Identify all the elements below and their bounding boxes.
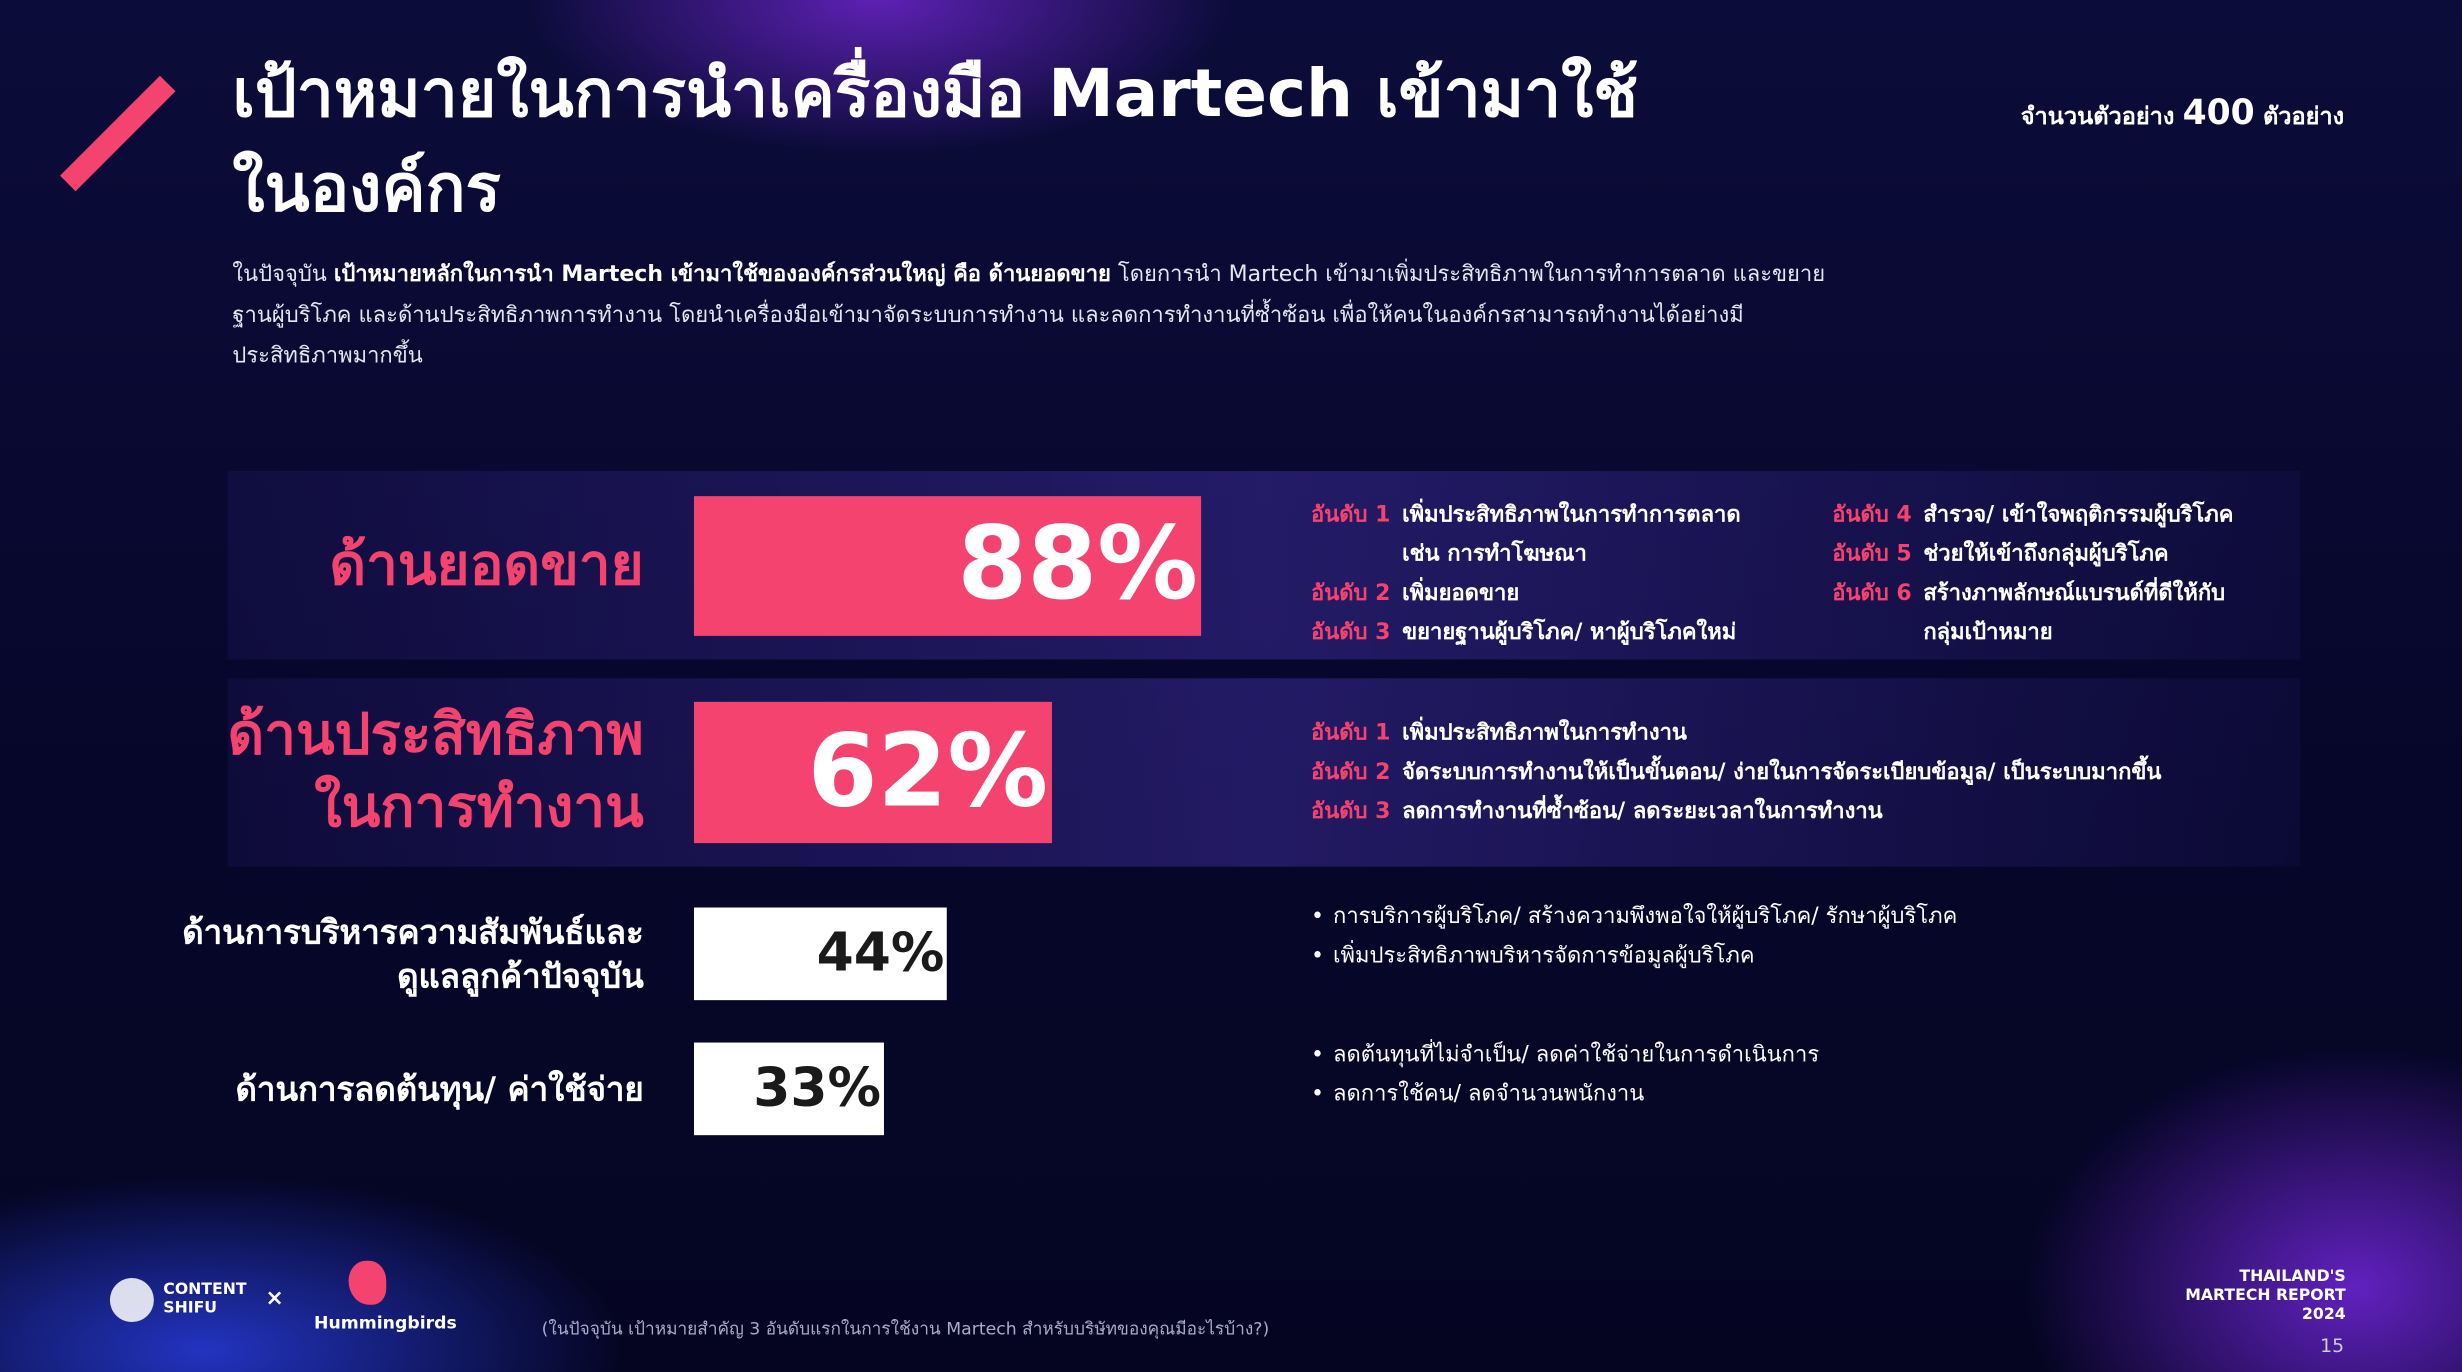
detail-text: ลดการใช้คน/ ลดจำนวนพนักงาน — [1333, 1081, 1645, 1107]
intro-segment: เป้าหมายหลักในการนำ Martech เข้ามาใช้ของ… — [333, 262, 1111, 288]
logo-separator: × — [265, 1285, 284, 1312]
bullet: • — [1311, 904, 1325, 930]
detail-rank: อันดับ 1 — [1311, 720, 1391, 746]
page-number: 15 — [2320, 1334, 2345, 1357]
logo-content-shifu: CONTENT SHIFU — [163, 1281, 247, 1318]
detail-text: เพิ่มประสิทธิภาพในการทำงาน — [1402, 720, 1687, 746]
report-name: THAILAND'S MARTECH REPORT 2024 — [2185, 1268, 2346, 1324]
detail-rank: อันดับ 4 — [1832, 502, 1912, 528]
bar — [693, 1042, 885, 1136]
detail-rank: อันดับ 1 — [1311, 502, 1391, 528]
value-label: 44% — [816, 921, 945, 985]
sample-suffix: ตัวอย่าง — [2262, 102, 2345, 131]
detail-text: การบริการผู้บริโภค/ สร้างความพึงพอใจให้ผ… — [1333, 904, 1958, 930]
bullet: • — [1311, 1081, 1325, 1107]
detail-item: อันดับ 1 เพิ่มประสิทธิภาพในการทำงาน — [1311, 714, 2161, 753]
detail-item: อันดับ 2 เพิ่มยอดขาย — [1311, 575, 1741, 614]
detail-text: ลดต้นทุนที่ไม่จำเป็น/ ลดค่าใช้จ่ายในการด… — [1333, 1042, 1820, 1068]
logo-icon — [109, 1278, 154, 1323]
detail-rank: อันดับ 6 — [1832, 580, 1912, 607]
logo-hummingbirds: Hummingbirds — [314, 1312, 457, 1334]
detail-item: อันดับ 2 จัดระบบการทำงานให้เป็นขั้นตอน/ ง… — [1311, 754, 2161, 793]
detail-list: อันดับ 1 เพิ่มประสิทธิภาพในการทำงาน อันดับ… — [1311, 714, 2161, 832]
detail-item: อันดับ 1 เพิ่มประสิทธิภาพในการทำการตลาด เ… — [1311, 496, 1741, 575]
detail-item: อันดับ 6 สร้างภาพลักษณ์แบรนด์ที่ดีให้กับ … — [1832, 575, 2233, 654]
detail-rank: อันดับ 2 — [1311, 580, 1391, 607]
detail-text: ช่วยให้เข้าถึงกลุ่มผู้บริโภค — [1923, 541, 2169, 567]
value-label: 62% — [807, 714, 1049, 831]
title: เป้าหมายในการนำเครื่องมือ Martech เข้ามา… — [232, 54, 1639, 227]
detail-text: เพิ่มประสิทธิภาพในการทำการตลาด เช่น การท… — [1402, 502, 1741, 567]
intro-segment: ในปัจจุบัน — [232, 262, 334, 288]
detail-text: สำรวจ/ เข้าใจพฤติกรรมผู้บริโภค — [1923, 502, 2234, 528]
detail-text: ลดการทำงานที่ซ้ำซ้อน/ ลดระยะเวลาในการทำง… — [1402, 799, 1883, 825]
category-label: ด้านการลดต้นทุน/ ค่าใช้จ่าย — [235, 1070, 644, 1108]
detail-item: • การบริการผู้บริโภค/ สร้างความพึงพอใจให้… — [1311, 898, 1957, 937]
detail-item: อันดับ 3 ลดการทำงานที่ซ้ำซ้อน/ ลดระยะเวลา… — [1311, 793, 2161, 832]
detail-rank: อันดับ 5 — [1832, 541, 1912, 567]
category-label: ด้านยอดขาย — [329, 533, 644, 598]
detail-text: เพิ่มยอดขาย — [1402, 580, 1520, 607]
bar — [693, 496, 1202, 636]
detail-list: อันดับ 1 เพิ่มประสิทธิภาพในการทำการตลาด เ… — [1311, 496, 1741, 653]
detail-item: • เพิ่มประสิทธิภาพบริหารจัดการข้อมูลผู้บร… — [1311, 937, 1957, 976]
detail-rank: อันดับ 3 — [1311, 620, 1391, 646]
value-label: 88% — [957, 507, 1198, 624]
detail-item: อันดับ 3 ขยายฐานผู้บริโภค/ หาผู้บริโภคใหม… — [1311, 614, 1741, 653]
row-band — [227, 471, 2301, 660]
sample-size: จำนวนตัวอย่าง 400 ตัวอย่าง — [2021, 94, 2344, 135]
detail-rank: อันดับ 2 — [1311, 759, 1391, 786]
bullet: • — [1311, 1042, 1325, 1068]
category-label: ด้านการบริหารความสัมพันธ์และ ดูแลลูกค้าป… — [182, 913, 644, 995]
detail-item: • ลดการใช้คน/ ลดจำนวนพนักงาน — [1311, 1076, 1819, 1115]
row-band — [227, 678, 2301, 867]
category-label: ด้านประสิทธิภาพ ในการทำงาน — [227, 703, 644, 841]
detail-item: อันดับ 5 ช่วยให้เข้าถึงกลุ่มผู้บริโภค — [1832, 535, 2233, 574]
intro: ในปัจจุบัน เป้าหมายหลักในการนำ Martech เ… — [232, 254, 1849, 376]
sample-number: 400 — [2182, 94, 2255, 134]
detail-list: อันดับ 4 สำรวจ/ เข้าใจพฤติกรรมผู้บริโภค อั… — [1832, 496, 2233, 653]
bar — [693, 907, 948, 1001]
detail-text: จัดระบบการทำงานให้เป็นขั้นตอน/ ง่ายในการ… — [1402, 759, 2162, 786]
value-label: 33% — [753, 1056, 881, 1120]
detail-rank: อันดับ 3 — [1311, 799, 1391, 825]
detail-text: ขยายฐานผู้บริโภค/ หาผู้บริโภคใหม่ — [1402, 620, 1737, 646]
detail-item: • ลดต้นทุนที่ไม่จำเป็น/ ลดค่าใช้จ่ายในการ… — [1311, 1036, 1819, 1075]
logo-icon — [348, 1260, 387, 1305]
title-accent — [60, 75, 176, 192]
detail-list: • ลดต้นทุนที่ไม่จำเป็น/ ลดค่าใช้จ่ายในการ… — [1311, 1036, 1819, 1115]
footnote: (ในปัจจุบัน เป้าหมายสำคัญ 3 อันดับแรกในก… — [541, 1318, 1270, 1340]
detail-item: อันดับ 4 สำรวจ/ เข้าใจพฤติกรรมผู้บริโภค — [1832, 496, 2233, 535]
intro-segment: โดยการนำ Martech เข้ามาเพิ่มประสิทธิภาพใ… — [232, 262, 1826, 369]
detail-list: • การบริการผู้บริโภค/ สร้างความพึงพอใจให้… — [1311, 898, 1957, 977]
detail-text: สร้างภาพลักษณ์แบรนด์ที่ดีให้กับ กลุ่มเป้… — [1923, 580, 2226, 646]
bar — [693, 701, 1052, 844]
sample-prefix: จำนวนตัวอย่าง — [2020, 102, 2175, 131]
detail-text: เพิ่มประสิทธิภาพบริหารจัดการข้อมูลผู้บริ… — [1333, 943, 1755, 969]
bullet: • — [1311, 943, 1325, 969]
